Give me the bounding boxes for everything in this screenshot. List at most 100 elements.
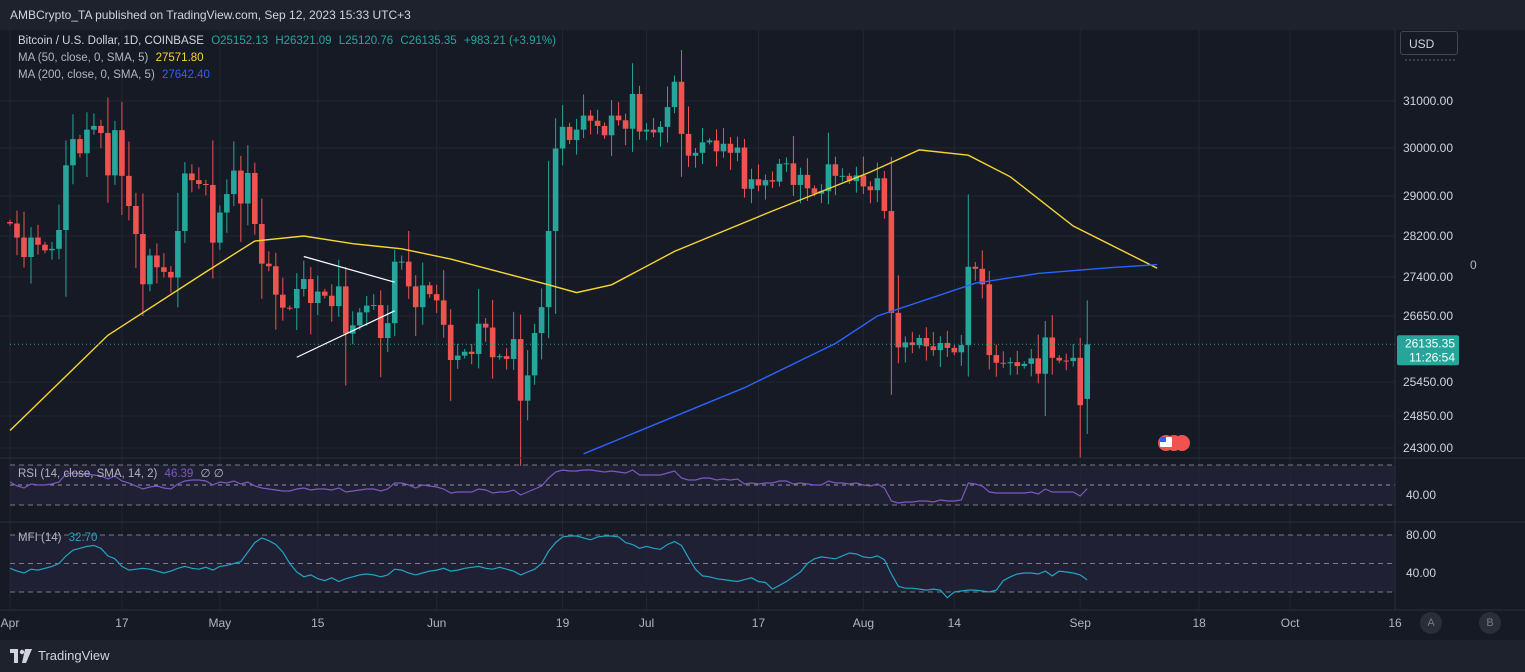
gridlines xyxy=(0,30,1396,610)
candle-body xyxy=(384,323,391,338)
candle-body xyxy=(224,194,230,213)
events-markers[interactable] xyxy=(1158,435,1190,451)
legend-rsi[interactable]: RSI (14, close, SMA, 14, 2) 46.39 ∅ ∅ xyxy=(18,466,228,480)
candle-body xyxy=(748,179,755,189)
candle-body xyxy=(545,231,552,308)
candle-body xyxy=(622,120,629,129)
candle-body xyxy=(580,115,587,130)
candle-body xyxy=(461,351,468,356)
candle-body xyxy=(203,184,209,185)
candle-body xyxy=(335,286,342,307)
candle-body xyxy=(433,294,440,301)
candle-body xyxy=(482,323,489,328)
candle-body xyxy=(70,139,76,166)
candle-body xyxy=(84,129,90,154)
candle-body xyxy=(21,237,27,258)
candle-body xyxy=(727,143,734,153)
candle-body xyxy=(783,163,790,165)
candle-body xyxy=(930,346,937,351)
candle-body xyxy=(671,81,678,108)
candle-body xyxy=(797,174,804,185)
last-price-value: 26135.35 xyxy=(1405,336,1455,350)
candle-body xyxy=(468,351,475,354)
candle-body xyxy=(790,163,797,185)
price-tick-label: 24300.00 xyxy=(1403,441,1453,455)
legend-mfi[interactable]: MFI (14) 32.70 xyxy=(18,532,101,544)
candle-body xyxy=(874,178,881,191)
candle-body xyxy=(349,325,356,334)
time-tick-label: May xyxy=(209,616,232,630)
event-flag-icon[interactable] xyxy=(1174,435,1190,451)
last-price-badge xyxy=(1397,335,1459,366)
candle-body xyxy=(937,342,944,351)
candle-body xyxy=(342,286,349,334)
candle-body xyxy=(762,180,769,186)
candle-body xyxy=(105,132,111,176)
candle-body xyxy=(49,248,55,251)
candle-body xyxy=(706,140,713,143)
candle-body xyxy=(1007,362,1014,364)
price-tick-label: 29000.00 xyxy=(1403,189,1453,203)
candle-body xyxy=(909,342,916,346)
candle-body xyxy=(1056,357,1063,361)
time-tick-label: 16 xyxy=(1388,616,1402,630)
candle-body xyxy=(126,175,132,206)
candle-body xyxy=(993,355,1000,363)
candle-body xyxy=(35,237,41,245)
candle-body xyxy=(601,125,608,136)
candle-body xyxy=(615,115,622,121)
candle-body xyxy=(14,223,20,238)
log-scale-button[interactable]: B xyxy=(1479,612,1501,634)
candle-body xyxy=(273,266,279,295)
legend-symbol[interactable]: Bitcoin / U.S. Dollar, 1D, COINBASE xyxy=(18,35,204,47)
currency-button[interactable]: USD xyxy=(1400,31,1458,55)
candle-body xyxy=(587,115,594,121)
candlesticks xyxy=(7,50,1091,466)
top-bar xyxy=(0,0,1525,30)
candle-body xyxy=(175,231,181,278)
legend-main: Bitcoin / U.S. Dollar, 1D, COINBASE O251… xyxy=(18,35,560,47)
time-tick-label: Aug xyxy=(853,616,874,630)
time-tick-label: 17 xyxy=(115,616,129,630)
candle-body xyxy=(1063,360,1070,362)
ma50-label: MA (50, close, 0, SMA, 5) xyxy=(18,52,149,64)
candle-body xyxy=(363,305,370,313)
candle-body xyxy=(916,338,923,346)
legend-ma50[interactable]: MA (50, close, 0, SMA, 5) 27571.80 xyxy=(18,52,208,64)
time-tick-label: 18 xyxy=(1192,616,1206,630)
price-tick-label: 26650.00 xyxy=(1403,309,1453,323)
candle-body xyxy=(741,147,748,189)
candle-body xyxy=(846,175,853,182)
bar-countdown: 11:26:54 xyxy=(1409,350,1455,364)
trendline[interactable] xyxy=(303,255,395,283)
candle-body xyxy=(650,129,657,133)
tradingview-brand[interactable]: TradingView xyxy=(10,648,110,663)
candle-body xyxy=(7,222,13,224)
candle-body xyxy=(986,284,993,356)
chart-area[interactable]: Apr 17 May 15 Jun 19 Jul 17 Aug 14 Sep 18 Oct 16 24300… xyxy=(0,30,1525,640)
candle-body xyxy=(189,173,195,181)
candle-body xyxy=(944,342,951,348)
candle-body xyxy=(825,164,832,192)
candle-body xyxy=(238,170,244,204)
candle-body xyxy=(510,339,517,359)
ma200-value: 27642.40 xyxy=(161,69,210,81)
auto-scale-button[interactable]: A xyxy=(1420,612,1442,634)
candle-body xyxy=(895,312,902,348)
brand-name: TradingView xyxy=(38,648,110,663)
candle-body xyxy=(699,142,706,153)
mfi-tick-label: 40.00 xyxy=(1406,566,1436,580)
candle-body xyxy=(860,175,867,187)
candle-body xyxy=(259,224,265,264)
candle-body xyxy=(252,172,258,224)
candle-body xyxy=(818,191,825,194)
candle-body xyxy=(769,180,776,182)
tradingview-logo-icon xyxy=(10,648,32,663)
candle-body xyxy=(447,324,454,360)
candle-body xyxy=(552,148,559,231)
candle-body xyxy=(196,180,202,184)
legend-ma200[interactable]: MA (200, close, 0, SMA, 5) 27642.40 xyxy=(18,69,214,81)
trendline[interactable] xyxy=(296,310,395,358)
time-tick-label: Oct xyxy=(1281,616,1300,630)
candle-body xyxy=(475,323,482,354)
